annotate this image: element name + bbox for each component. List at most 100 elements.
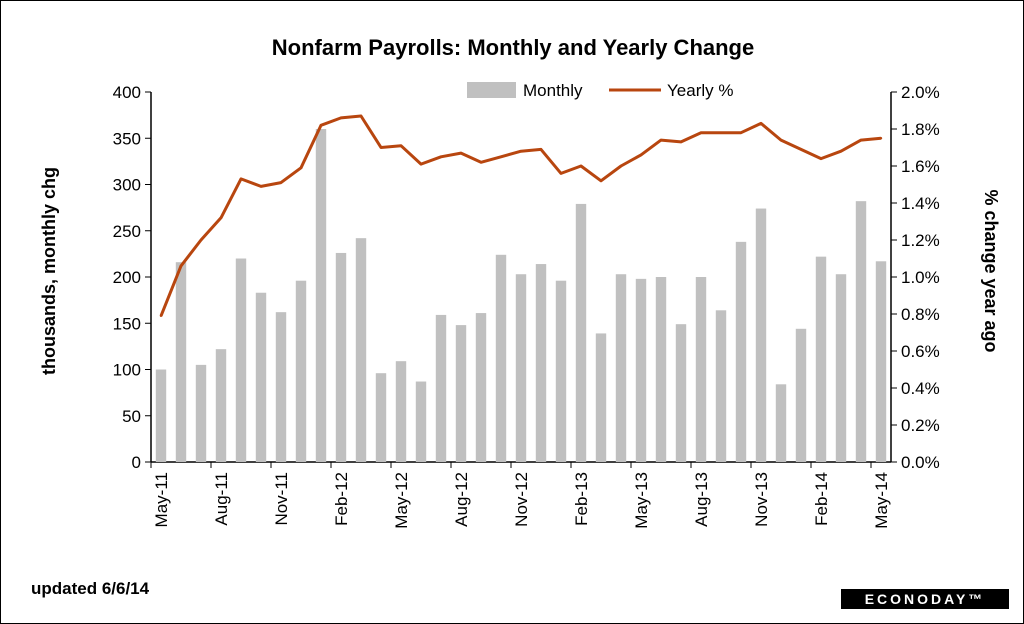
yearly-point — [199, 238, 203, 242]
y-left-tick-label: 100 — [113, 361, 141, 380]
yearly-point — [679, 140, 683, 144]
x-tick-label: Feb-13 — [572, 472, 591, 526]
yearly-point — [239, 177, 243, 181]
x-tick-label: Nov-11 — [272, 472, 291, 526]
monthly-bar — [475, 313, 487, 462]
y-right-tick-label: 2.0% — [901, 83, 940, 102]
y-left-tick-label: 0 — [132, 453, 141, 472]
yearly-point — [799, 148, 803, 151]
yearly-point — [719, 131, 723, 134]
monthly-bar — [495, 254, 507, 462]
x-tick-label: May-11 — [152, 472, 171, 527]
econoday-logo: ECONODAY™ — [841, 589, 1009, 609]
legend-monthly-label: Monthly — [523, 81, 583, 100]
monthly-bar — [315, 129, 327, 462]
monthly-bar — [675, 324, 687, 462]
y-left-tick-label: 50 — [122, 407, 141, 426]
y-right-tick-label: 1.0% — [901, 268, 940, 287]
yearly-point — [519, 150, 523, 153]
x-tick-label: May-14 — [872, 472, 891, 529]
yearly-point — [739, 131, 743, 134]
x-tick-label: Nov-12 — [512, 472, 531, 527]
yearly-point — [859, 138, 863, 142]
legend: Monthly Yearly % — [467, 81, 733, 100]
monthly-bar — [355, 238, 367, 462]
monthly-bar — [855, 201, 867, 462]
monthly-bar — [275, 312, 287, 462]
yearly-point — [839, 150, 843, 153]
monthly-bar — [695, 277, 707, 462]
yearly-point — [639, 153, 643, 157]
yearly-point — [259, 185, 263, 188]
yearly-point — [219, 216, 223, 219]
y-right-tick-label: 1.6% — [901, 157, 940, 176]
yearly-point — [299, 166, 303, 170]
yearly-point — [319, 124, 323, 127]
y-right-tick-label: 0.0% — [901, 453, 940, 472]
y-left-tick-label: 350 — [113, 129, 141, 148]
monthly-bar — [435, 314, 447, 462]
y-axis-left-label: thousands, monthly chg — [39, 167, 59, 375]
y-left-tick-label: 200 — [113, 268, 141, 287]
monthly-bar — [375, 373, 387, 462]
monthly-bar — [795, 328, 807, 462]
monthly-bar — [395, 361, 407, 462]
yearly-point — [819, 157, 823, 160]
monthly-bar — [655, 277, 667, 462]
monthly-bar — [815, 256, 827, 462]
monthly-bar — [415, 381, 427, 462]
yearly-point — [179, 264, 183, 268]
monthly-bar — [295, 280, 307, 462]
y-right-tick-label: 0.8% — [901, 305, 940, 324]
yearly-point — [539, 148, 543, 151]
y-left-tick-label: 400 — [113, 83, 141, 102]
yearly-point — [379, 146, 383, 149]
yearly-point — [759, 122, 763, 125]
monthly-bar — [875, 261, 887, 462]
yearly-point — [559, 172, 563, 175]
monthly-bar — [335, 252, 347, 462]
yearly-line — [159, 114, 883, 318]
y-right-tick-label: 0.2% — [901, 416, 940, 435]
monthly-bar — [715, 310, 727, 462]
monthly-bar — [635, 278, 647, 462]
x-tick-label: Aug-11 — [212, 472, 231, 526]
monthly-bar — [615, 274, 627, 462]
yearly-point — [399, 144, 403, 147]
monthly-bar — [515, 274, 527, 462]
monthly-bar — [215, 349, 227, 462]
x-tick-label: Feb-12 — [332, 472, 351, 526]
yearly-point — [779, 138, 783, 142]
monthly-bar — [195, 364, 207, 462]
y-right-tick-label: 1.4% — [901, 194, 940, 213]
yearly-point — [439, 155, 443, 158]
x-tick-label: Aug-12 — [452, 472, 471, 527]
monthly-bars — [155, 129, 887, 463]
monthly-bar — [755, 208, 767, 462]
x-tick-label: May-13 — [632, 472, 651, 529]
legend-yearly-label: Yearly % — [667, 81, 733, 100]
monthly-bar — [155, 369, 167, 462]
yearly-point — [879, 137, 883, 140]
x-tick-label: Nov-13 — [752, 472, 771, 527]
x-tick-label: Feb-14 — [812, 472, 831, 526]
monthly-bar — [835, 274, 847, 462]
yearly-point — [279, 181, 283, 184]
yearly-point — [419, 162, 423, 166]
monthly-bar — [535, 264, 547, 462]
yearly-point — [159, 314, 163, 318]
monthly-bar — [575, 203, 587, 463]
monthly-bar — [555, 280, 567, 462]
yearly-point — [599, 179, 603, 182]
y-right-tick-label: 1.8% — [901, 120, 940, 139]
y-right-tick-label: 1.2% — [901, 231, 940, 250]
y-right-tick-label: 0.4% — [901, 379, 940, 398]
y-axis-right-label: % change year ago — [981, 189, 1001, 352]
y-left-tick-label: 250 — [113, 222, 141, 241]
x-tick-label: Aug-13 — [692, 472, 711, 527]
x-tick-label: May-12 — [392, 472, 411, 529]
monthly-bar — [255, 292, 267, 462]
legend-monthly-swatch — [467, 82, 516, 98]
